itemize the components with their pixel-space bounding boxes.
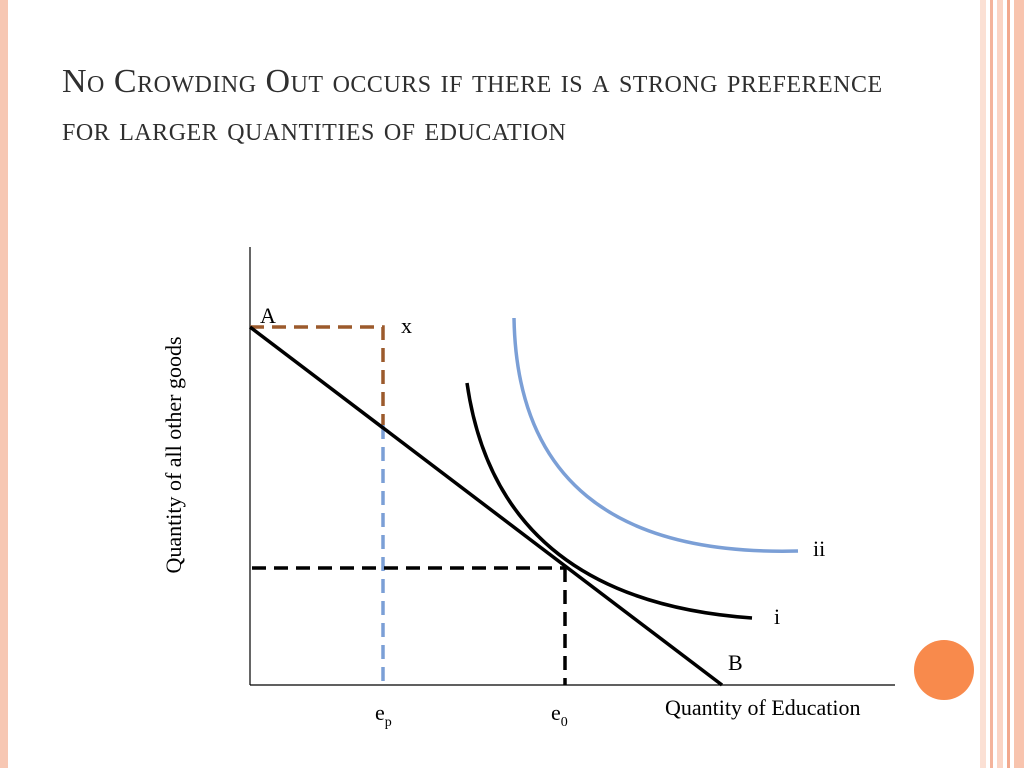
- right-decorative-stripes: [980, 0, 1024, 768]
- x-axis-label: Quantity of Education: [665, 695, 861, 720]
- stripe: [1007, 0, 1010, 768]
- stripe: [997, 0, 1003, 768]
- stripe: [1014, 0, 1024, 768]
- left-border-rule: [0, 0, 8, 768]
- dashed-guide-x: [250, 325, 385, 425]
- budget-line: [248, 325, 724, 687]
- slide-title: No Crowding Out occurs if there is a str…: [62, 63, 883, 148]
- curve-label-i: i: [774, 604, 780, 629]
- y-axis-label: Quantity of all other goods: [161, 336, 186, 573]
- stripe: [990, 0, 993, 768]
- tick-label-e0: e0: [551, 700, 568, 730]
- point-label-b: B: [728, 650, 743, 675]
- stripe: [980, 0, 986, 768]
- curve-label-ii: ii: [813, 536, 825, 561]
- tick-label-ep: ep: [375, 700, 392, 730]
- indifference-curve-i: [465, 382, 753, 620]
- accent-dot: [914, 640, 974, 700]
- point-label-x: x: [401, 313, 412, 338]
- indifference-curve-ii: [512, 317, 799, 553]
- point-label-a: A: [260, 303, 276, 328]
